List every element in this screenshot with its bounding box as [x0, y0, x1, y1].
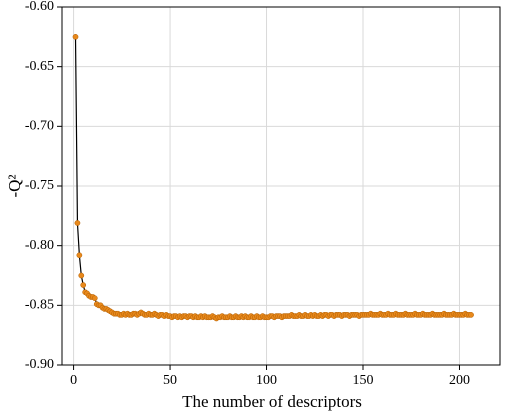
y-axis-title: -Q²	[5, 174, 24, 197]
x-tick-label: 100	[256, 373, 277, 388]
data-point	[72, 33, 79, 40]
data-line	[74, 36, 472, 320]
y-tick-label: -0.90	[25, 357, 54, 372]
y-tick-label: -0.80	[25, 238, 54, 253]
data-point	[91, 295, 98, 302]
x-tick-label: 150	[353, 373, 374, 388]
data-point	[80, 282, 87, 288]
data-point	[76, 252, 83, 259]
x-tick-label: 50	[163, 373, 177, 388]
y-tick-label: -0.85	[25, 298, 54, 313]
y-tick-label: -0.65	[25, 59, 54, 74]
data-point	[78, 272, 85, 279]
x-tick-label: 0	[70, 373, 77, 388]
plot-frame	[61, 6, 501, 366]
x-axis-title: The number of descriptors	[182, 392, 362, 411]
data-point	[74, 220, 81, 226]
y-tick-label: -0.70	[25, 119, 54, 134]
data-point	[468, 312, 474, 318]
y-tick-label: -0.60	[25, 0, 54, 14]
x-tick-label: 200	[449, 373, 470, 388]
y-tick-label: -0.75	[25, 178, 54, 193]
